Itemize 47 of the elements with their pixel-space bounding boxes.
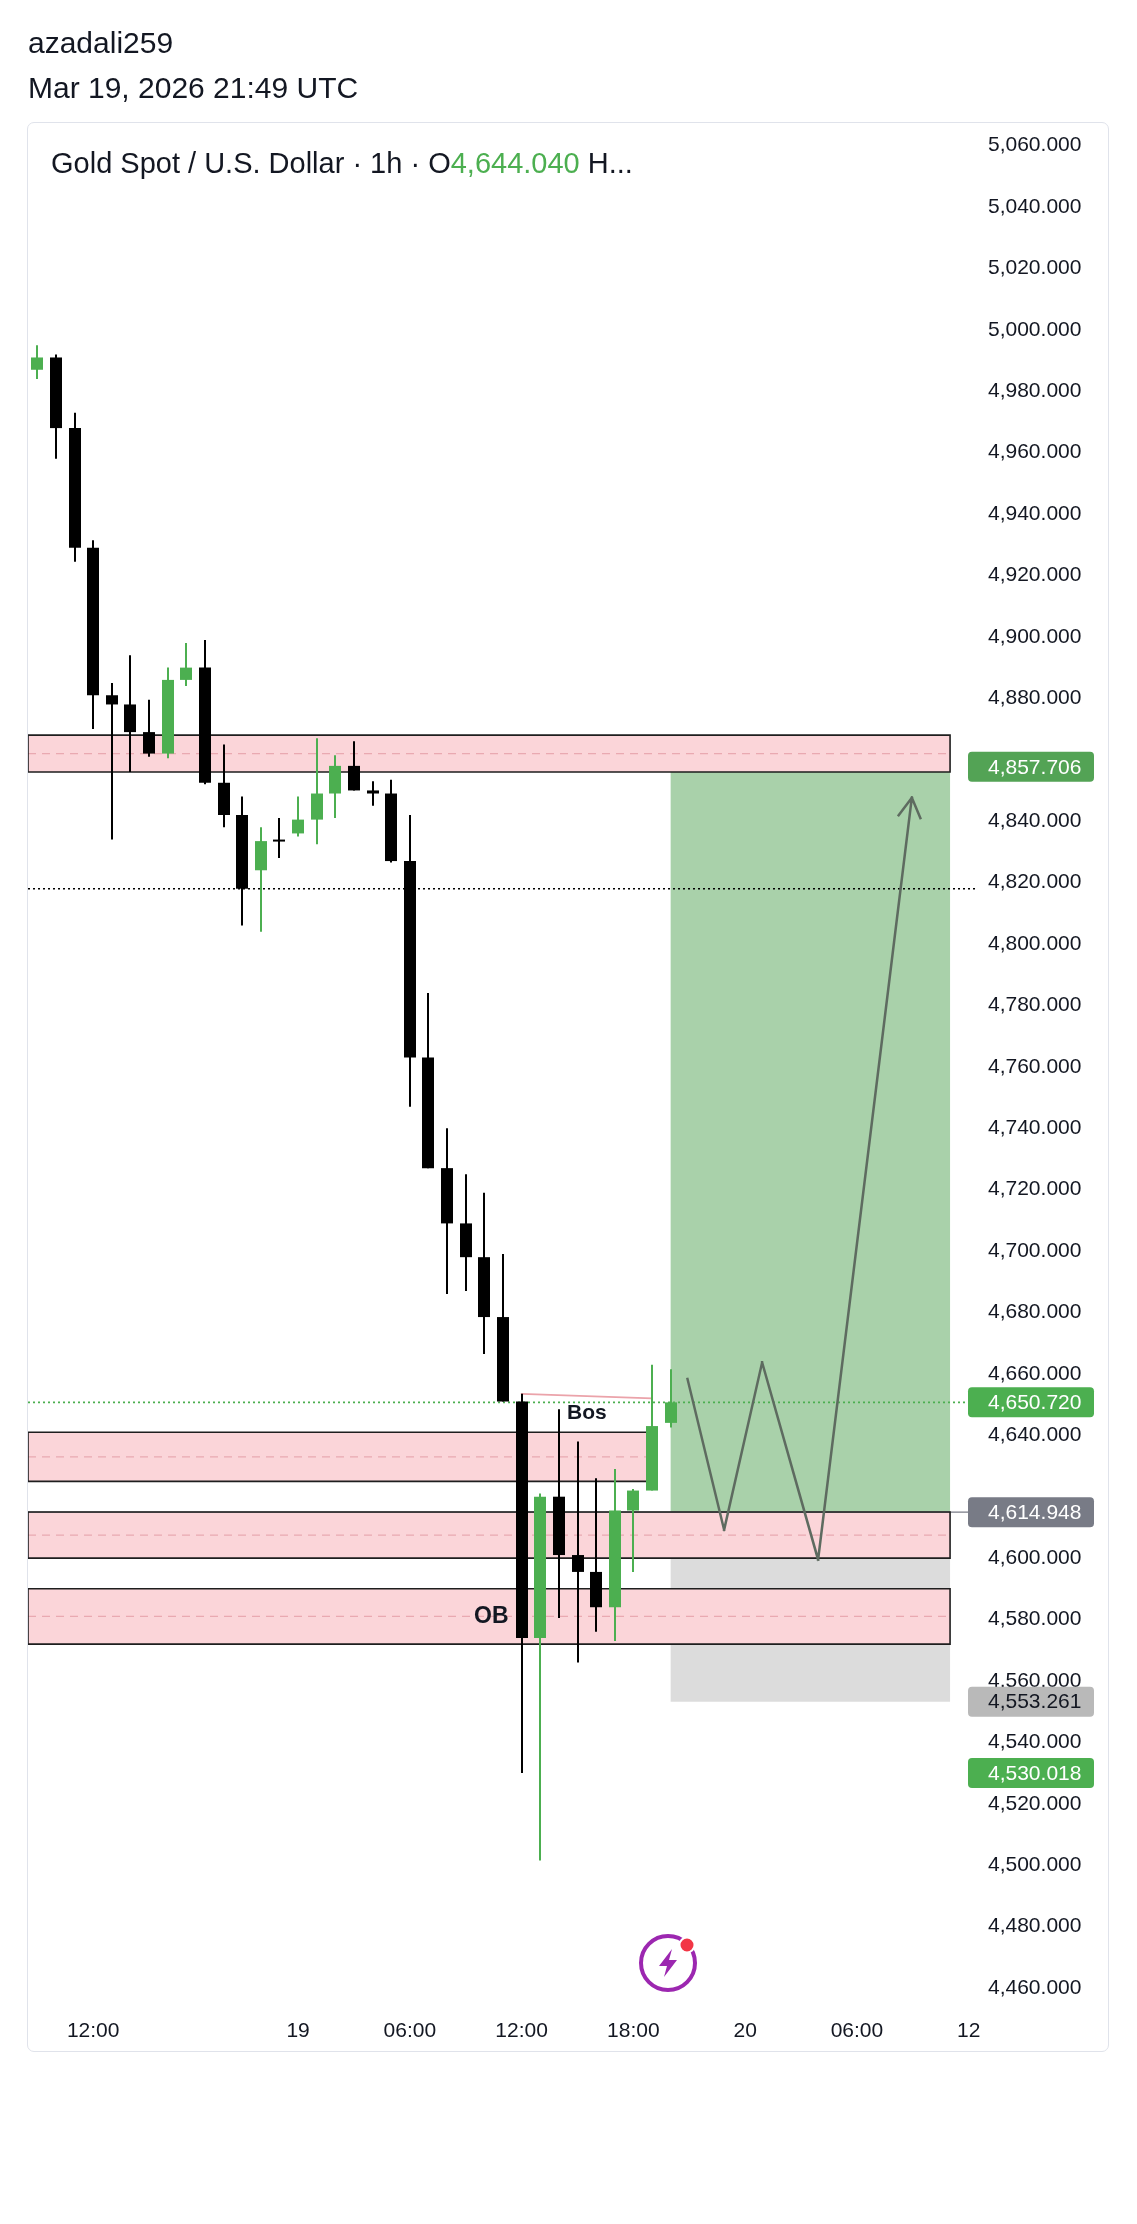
y-tick-label: 4,760.000 [988,1053,1082,1077]
y-tick-label: 5,000.000 [988,316,1082,340]
y-tick-label: 4,660.000 [988,1360,1082,1384]
x-tick-label: 06:00 [383,2018,437,2042]
x-tick-label: 12 [957,2018,981,2042]
x-tick-label: 18:00 [607,2018,660,2042]
y-tick-label: 4,500.000 [988,1851,1082,1875]
y-tick-label: 4,880.000 [988,685,1082,709]
y-tick-label: 4,800.000 [988,930,1082,954]
y-tick-label: 4,720.000 [988,1176,1082,1200]
y-tick-label: 4,900.000 [988,623,1082,647]
y-tick-label: 4,480.000 [988,1913,1082,1937]
text: 4,530.018 [988,1760,1082,1784]
y-tick-label: 4,840.000 [988,807,1082,831]
x-tick-label: 20 [733,2018,757,2042]
band-label: 4,553.261 [988,1689,1082,1713]
text: Mar 19, 2026 21:49 UTC [28,70,359,106]
y-tick-label: 4,540.000 [988,1729,1082,1753]
x-tick-label: 12:00 [495,2018,548,2042]
band-label: 4,857.706 [988,754,1082,778]
y-tick-label: 4,520.000 [988,1790,1082,1814]
text: azadali259 [28,25,175,61]
y-tick-label: 4,600.000 [988,1544,1082,1568]
y-tick-label: 4,920.000 [988,562,1082,586]
y-tick-label: 5,020.000 [988,255,1082,279]
ref-line-label: 4,614.948 [988,1500,1082,1523]
y-tick-label: 4,560.000 [988,1667,1082,1691]
y-tick-label: 4,820.000 [988,869,1082,893]
y-tick-label: 4,700.000 [988,1237,1082,1261]
chart-title: Gold Spot / U.S. Dollar · 1h · O4,644.040 H... [51,147,633,179]
x-tick-label: 19 [286,2018,310,2042]
y-tick-label: 4,460.000 [988,1974,1082,1998]
x-tick-label: 12:00 [66,2018,120,2042]
y-tick-label: 4,640.000 [988,1422,1082,1446]
x-tick-label: 06:00 [830,2018,884,2042]
y-tick-label: 4,940.000 [988,500,1082,524]
ref-line-label: 4,650.720 [988,1390,1082,1414]
y-tick-label: 4,580.000 [988,1606,1082,1630]
y-tick-label: 5,040.000 [988,193,1082,217]
y-tick-label: 5,060.000 [988,132,1082,156]
annotation: Bos [566,1400,607,1424]
y-tick-label: 4,680.000 [988,1299,1082,1323]
annotation: OB [474,1601,509,1628]
y-tick-label: 4,740.000 [988,1115,1082,1139]
y-tick-label: 4,980.000 [988,378,1082,402]
y-tick-label: 4,960.000 [988,439,1082,463]
y-tick-label: 4,780.000 [988,992,1082,1016]
